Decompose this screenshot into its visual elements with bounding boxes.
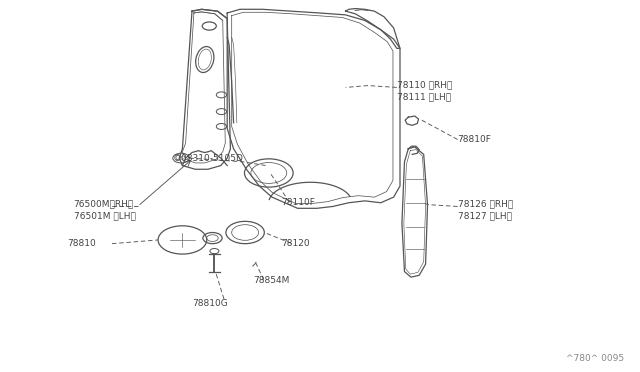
Text: S: S [179,155,183,161]
Text: ^780^ 0095: ^780^ 0095 [566,354,624,363]
Text: ©08310-5105D: ©08310-5105D [173,154,244,163]
Text: 78810: 78810 [67,239,96,248]
Text: 78110F: 78110F [282,198,316,207]
Text: 78854M: 78854M [253,276,289,285]
Text: 78110 〈RH〉
78111 〈LH〉: 78110 〈RH〉 78111 〈LH〉 [397,81,452,102]
Text: 78126 〈RH〉
78127 〈LH〉: 78126 〈RH〉 78127 〈LH〉 [458,200,513,221]
Text: 78120: 78120 [282,239,310,248]
Text: 78810F: 78810F [458,135,492,144]
Text: 78810G: 78810G [192,299,228,308]
Text: 76500M〈RH〉
76501M 〈LH〉: 76500M〈RH〉 76501M 〈LH〉 [74,200,136,221]
